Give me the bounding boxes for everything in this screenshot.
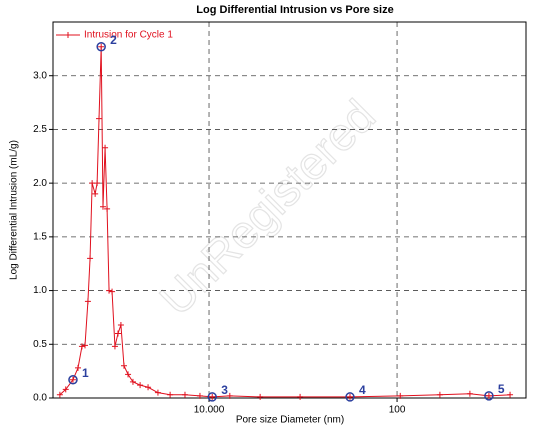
watermark: UnRegistered [149, 89, 385, 325]
chart-title: Log Differential Intrusion vs Pore size [196, 4, 393, 16]
data-point [129, 378, 136, 385]
data-point [114, 330, 121, 337]
data-point [145, 384, 152, 391]
y-tick-label: 3.0 [33, 70, 47, 81]
data-point [466, 390, 473, 397]
data-point [94, 180, 101, 187]
data-point [87, 255, 94, 262]
annotation-label: 2 [110, 33, 117, 47]
data-point [436, 391, 443, 398]
data-point [167, 391, 174, 398]
data-point [82, 342, 89, 349]
x-tick-label: 100 [389, 405, 406, 416]
annotation-label: 3 [221, 383, 228, 397]
data-point [92, 190, 99, 197]
data-point [74, 364, 81, 371]
data-point [125, 371, 132, 378]
data-point [226, 392, 233, 399]
annotation-label: 1 [82, 366, 89, 380]
data-point [346, 393, 353, 400]
data-point [137, 382, 144, 389]
annotation-marker [345, 392, 355, 402]
data-point [96, 115, 103, 122]
data-point [78, 343, 85, 350]
data-point [181, 391, 188, 398]
y-tick-label: 1.5 [33, 231, 47, 242]
data-point [209, 393, 216, 400]
y-tick-label: 0.5 [33, 339, 47, 350]
data-point [297, 393, 304, 400]
y-axis-label: Log Differential Intrusion (mL/g) [9, 140, 20, 280]
data-point [69, 376, 76, 383]
series-line [59, 46, 511, 398]
y-tick-label: 1.0 [33, 285, 47, 296]
annotation-label: 4 [359, 383, 366, 397]
y-tick-label: 2.0 [33, 178, 47, 189]
data-point [98, 43, 105, 50]
data-point [56, 391, 63, 398]
legend-marker [65, 32, 71, 38]
legend-label: Intrusion for Cycle 1 [84, 30, 173, 41]
x-axis-label: Pore size Diameter (nm) [236, 415, 344, 426]
data-point [154, 389, 161, 396]
y-tick-label: 0.0 [33, 393, 47, 404]
data-point [507, 391, 514, 398]
annotation-marker [68, 374, 78, 385]
data-point [397, 392, 404, 399]
data-point [104, 205, 111, 212]
data-point [99, 203, 106, 210]
data-point [102, 144, 109, 151]
data-point [196, 392, 203, 399]
annotation-marker [484, 391, 494, 401]
data-point [106, 287, 113, 294]
data-point [117, 321, 124, 328]
data-point [257, 393, 264, 400]
data-point [120, 362, 127, 369]
data-point [62, 386, 69, 393]
x-tick-label: 10.000 [194, 405, 225, 416]
data-point [111, 343, 118, 350]
data-point [485, 392, 492, 399]
annotation-marker [96, 41, 106, 52]
annotation-label: 5 [498, 382, 505, 396]
data-point [84, 298, 91, 305]
plot-frame [52, 21, 527, 399]
y-tick-label: 2.5 [33, 124, 47, 135]
data-point [109, 288, 116, 295]
annotation-marker [207, 392, 217, 402]
